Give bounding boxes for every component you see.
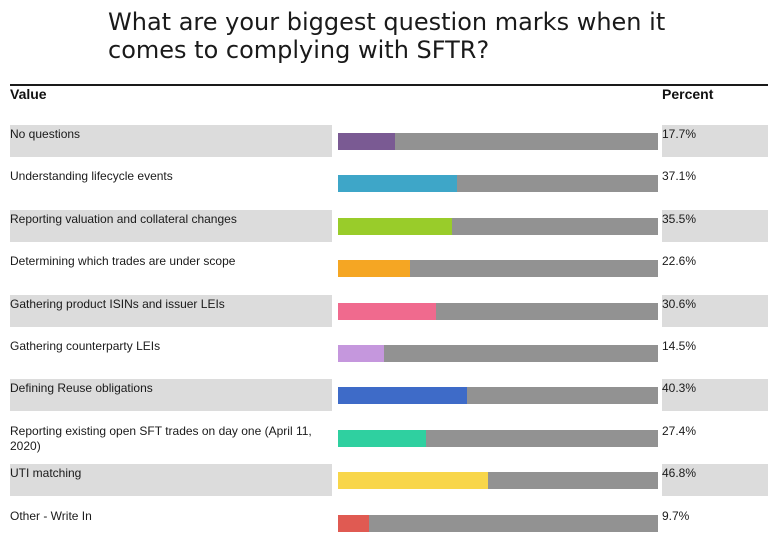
table-row: Other - Write In 9.7% (0, 507, 768, 541)
column-header-value: Value (10, 86, 47, 102)
header-divider (10, 84, 768, 86)
table-row: Determining which trades are under scope… (0, 252, 768, 286)
table-row: Reporting valuation and collateral chang… (0, 209, 768, 244)
category-label: Reporting existing open SFT trades on da… (10, 423, 312, 453)
bar-fill (338, 175, 457, 193)
bar-fill (338, 472, 488, 490)
category-label: Other - Write In (10, 508, 92, 523)
percent-label: 22.6% (662, 254, 697, 269)
bar-track (338, 472, 658, 490)
bar-fill (338, 345, 385, 362)
percent-label: 37.1% (662, 169, 697, 184)
table-row: Gathering product ISINs and issuer LEIs 3… (0, 294, 768, 329)
category-label: Defining Reuse obligations (10, 379, 332, 412)
category-label: Determining which trades are under scope (10, 254, 236, 269)
bar-fill (338, 302, 436, 320)
category-label: Understanding lifecycle events (10, 169, 173, 184)
category-label: Gathering product ISINs and issuer LEIs (10, 294, 332, 327)
bar-track (338, 217, 658, 235)
bar-track (338, 133, 658, 150)
bar-fill (338, 260, 411, 278)
bar-track (338, 514, 658, 532)
bar-fill (338, 133, 395, 150)
bar-track (338, 175, 658, 193)
category-label: Gathering counterparty LEIs (10, 339, 161, 353)
table-row: Gathering counterparty LEIs 14.5% (0, 337, 768, 371)
category-label: Reporting valuation and collateral chang… (10, 209, 332, 242)
table-row: Understanding lifecycle events 37.1% (0, 167, 768, 201)
percent-label: 14.5% (662, 339, 697, 353)
table-row: Reporting existing open SFT trades on da… (0, 422, 768, 456)
bar-fill (338, 429, 426, 447)
percent-label: 27.4% (662, 423, 697, 438)
bar-track (338, 387, 658, 405)
percent-label: 17.7% (662, 125, 768, 157)
bar-fill (338, 217, 452, 235)
percent-label: 46.8% (662, 464, 768, 497)
bar-track (338, 345, 658, 362)
bar-track (338, 429, 658, 447)
bar-track (338, 302, 658, 320)
bar-fill (338, 514, 370, 532)
table-row: UTI matching 46.8% (0, 464, 768, 498)
percent-label: 40.3% (662, 379, 768, 412)
bar-fill (338, 387, 467, 405)
table-row: Defining Reuse obligations 40.3% (0, 379, 768, 413)
category-label: UTI matching (10, 464, 332, 497)
bar-track (338, 260, 658, 278)
category-label: No questions (10, 125, 332, 157)
chart-title: What are your biggest question marks whe… (108, 8, 666, 64)
percent-label: 9.7% (662, 508, 690, 523)
percent-label: 30.6% (662, 294, 768, 327)
percent-label: 35.5% (662, 209, 768, 242)
table-row: No questions 17.7% (0, 125, 768, 159)
column-header-percent: Percent (662, 86, 714, 102)
